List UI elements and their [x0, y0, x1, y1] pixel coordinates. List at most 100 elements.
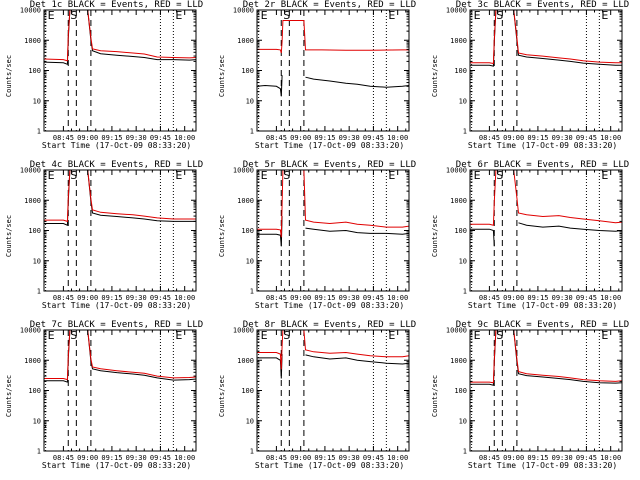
event-marker-label: E [175, 9, 182, 22]
x-tick-label: 09:00 [503, 134, 524, 142]
event-marker-label: E [388, 329, 395, 342]
x-tick-label: 10:00 [600, 454, 621, 462]
x-tick-label: 09:00 [77, 454, 98, 462]
event-marker-label: E [388, 9, 395, 22]
event-marker-label: S [70, 169, 77, 182]
series-line-lld [44, 169, 196, 223]
y-tick-label: 1000 [24, 197, 41, 205]
x-axis-label: Start Time (17-Oct-09 08:33:20) [254, 461, 405, 470]
panel-title: Det 4c BLACK = Events, RED = LLD [29, 160, 204, 170]
x-tick-label: 09:00 [290, 134, 311, 142]
x-tick-label: 09:00 [503, 454, 524, 462]
series-line-events [44, 329, 197, 383]
event-marker-label: S [283, 169, 290, 182]
y-tick-label: 10000 [446, 167, 467, 175]
y-tick-label: 100 [241, 227, 254, 235]
y-tick-label: 10000 [233, 167, 254, 175]
x-tick-label: 09:30 [339, 454, 360, 462]
x-tick-label: 08:45 [479, 134, 500, 142]
chart-svg: E S E 1 10 100 1000 10000 08:45 09:00 09:15 09:30 09… [233, 167, 410, 302]
chart-svg: E S E 1 10 100 1000 10000 08:45 09:00 09:15 09:30 09… [446, 167, 623, 302]
x-axis-label: Start Time (17-Oct-09 08:33:20) [254, 301, 405, 310]
detector-panel: Det 5r BLACK = Events, RED = LLD Start Ti… [213, 160, 426, 320]
event-marker-label: S [496, 9, 503, 22]
chart-svg: E S E 1 10 100 1000 10000 08:45 09:00 09:15 09:30 09… [20, 7, 197, 142]
x-tick-label: 10:00 [174, 294, 195, 302]
x-axis-label: Start Time (17-Oct-09 08:33:20) [467, 461, 618, 470]
y-tick-label: 1 [250, 448, 254, 456]
x-tick-label: 09:30 [552, 134, 573, 142]
series-line-lld [470, 9, 622, 65]
event-marker-label: E [261, 9, 268, 22]
x-tick-label: 09:00 [77, 134, 98, 142]
event-marker-label: E [48, 169, 55, 182]
x-tick-label: 09:15 [527, 134, 548, 142]
y-tick-label: 10 [246, 97, 254, 105]
x-axis-label: Start Time (17-Oct-09 08:33:20) [467, 301, 618, 310]
y-tick-label: 1 [250, 128, 254, 136]
x-tick-label: 08:45 [479, 454, 500, 462]
event-marker-label: E [474, 169, 481, 182]
event-marker-label: E [261, 329, 268, 342]
y-tick-label: 10 [459, 257, 467, 265]
series-line-lld [470, 329, 623, 384]
y-tick-label: 100 [454, 387, 467, 395]
x-tick-label: 09:30 [126, 294, 147, 302]
y-tick-label: 10 [33, 97, 41, 105]
x-tick-label: 09:45 [363, 294, 384, 302]
y-tick-label: 10000 [446, 7, 467, 15]
y-tick-label: 100 [28, 387, 41, 395]
y-tick-label: 100 [241, 67, 254, 75]
x-tick-label: 09:30 [339, 294, 360, 302]
x-axis-label: Start Time (17-Oct-09 08:33:20) [41, 461, 192, 470]
y-tick-label: 1000 [450, 357, 467, 365]
detector-panel: Det 9c BLACK = Events, RED = LLD Start Ti… [426, 320, 639, 480]
y-tick-label: 10 [33, 417, 41, 425]
y-tick-label: 10 [246, 417, 254, 425]
chart-svg: E S E 1 10 100 1000 10000 08:45 09:00 09:15 09:30 09… [233, 327, 410, 462]
chart-svg: E S E 1 10 100 1000 10000 08:45 09:00 09:15 09:30 09… [233, 7, 410, 142]
x-tick-label: 09:15 [314, 294, 335, 302]
x-tick-label: 09:30 [126, 454, 147, 462]
x-tick-label: 08:45 [266, 294, 287, 302]
event-marker-label: S [283, 9, 290, 22]
x-tick-label: 09:15 [101, 454, 122, 462]
x-tick-label: 09:45 [363, 134, 384, 142]
event-marker-label: E [48, 9, 55, 22]
x-tick-label: 09:15 [527, 294, 548, 302]
event-marker-label: E [175, 169, 182, 182]
series-line-lld [257, 329, 410, 370]
series-line-lld [44, 329, 197, 381]
y-tick-label: 100 [454, 227, 467, 235]
y-tick-label: 100 [28, 67, 41, 75]
chart-svg: E S E 1 10 100 1000 10000 08:45 09:00 09:15 09:30 09… [446, 327, 623, 462]
chart-svg: E S E 1 10 100 1000 10000 08:45 09:00 09:15 09:30 09… [20, 327, 197, 462]
x-tick-label: 08:45 [266, 134, 287, 142]
x-tick-label: 10:00 [387, 134, 408, 142]
y-tick-label: 1000 [237, 197, 254, 205]
y-tick-label: 10 [459, 417, 467, 425]
y-tick-label: 1000 [450, 197, 467, 205]
x-tick-label: 10:00 [600, 134, 621, 142]
event-marker-label: S [496, 329, 503, 342]
event-marker-label: S [70, 9, 77, 22]
x-tick-label: 09:00 [503, 294, 524, 302]
x-tick-label: 09:45 [150, 454, 171, 462]
y-tick-label: 1 [463, 448, 467, 456]
y-tick-label: 100 [241, 387, 254, 395]
y-tick-label: 1 [37, 448, 41, 456]
chart-svg: E S E 1 10 100 1000 10000 08:45 09:00 09:15 09:30 09… [446, 7, 623, 142]
y-tick-label: 1 [463, 288, 467, 296]
x-axis-label: Start Time (17-Oct-09 08:33:20) [467, 141, 618, 150]
y-tick-label: 100 [454, 67, 467, 75]
x-tick-label: 09:15 [101, 134, 122, 142]
x-tick-label: 10:00 [600, 294, 621, 302]
y-tick-label: 1 [250, 288, 254, 296]
x-tick-label: 09:00 [290, 454, 311, 462]
x-tick-label: 09:45 [150, 134, 171, 142]
y-tick-label: 1 [37, 288, 41, 296]
detector-panel: Det 1c BLACK = Events, RED = LLD Start Ti… [0, 0, 213, 160]
x-tick-label: 10:00 [174, 454, 195, 462]
x-tick-label: 09:45 [363, 454, 384, 462]
x-tick-label: 10:00 [387, 294, 408, 302]
